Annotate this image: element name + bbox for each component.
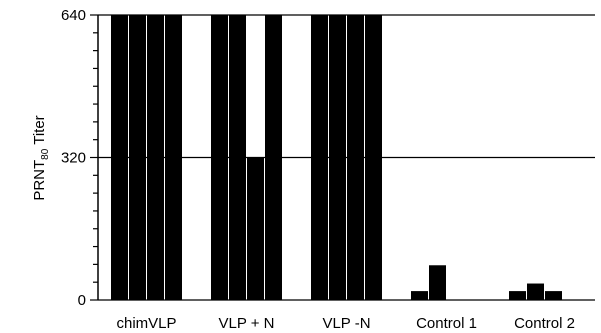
bar-2-4 (265, 15, 282, 300)
bar-1-2 (129, 15, 146, 300)
category-label: VLP + N (218, 315, 274, 332)
category-label: Control 1 (416, 315, 477, 332)
y-tick-label: 320 (61, 150, 86, 167)
bar-3-1 (311, 15, 328, 300)
bar-3-4 (365, 15, 382, 300)
bar-4-2 (429, 265, 446, 300)
y-axis-title: PRNT80 Titer (31, 115, 51, 200)
category-label: chimVLP (116, 315, 176, 332)
y-tick-label: 640 (61, 7, 86, 24)
category-label: VLP -N (322, 315, 370, 332)
bar-3-3 (347, 15, 364, 300)
y-tick-labels: 0 320 640 (61, 7, 86, 309)
y-axis (90, 14, 595, 301)
bar-5-2 (527, 283, 544, 300)
category-label: Control 2 (514, 315, 575, 332)
bar-1-4 (165, 15, 182, 300)
bar-2-2 (229, 15, 246, 300)
y-tick-label: 0 (78, 292, 86, 309)
bar-4-1 (411, 291, 428, 300)
bar-5-1 (509, 291, 526, 300)
bar-2-3 (247, 157, 264, 300)
bar-2-1 (211, 15, 228, 300)
bars (111, 15, 562, 300)
bar-3-2 (329, 15, 346, 300)
bar-5-3 (545, 291, 562, 300)
category-labels: chimVLP VLP + N VLP -N Control 1 Control 2 (116, 315, 574, 332)
bar-1-1 (111, 15, 128, 300)
bar-1-3 (147, 15, 164, 300)
